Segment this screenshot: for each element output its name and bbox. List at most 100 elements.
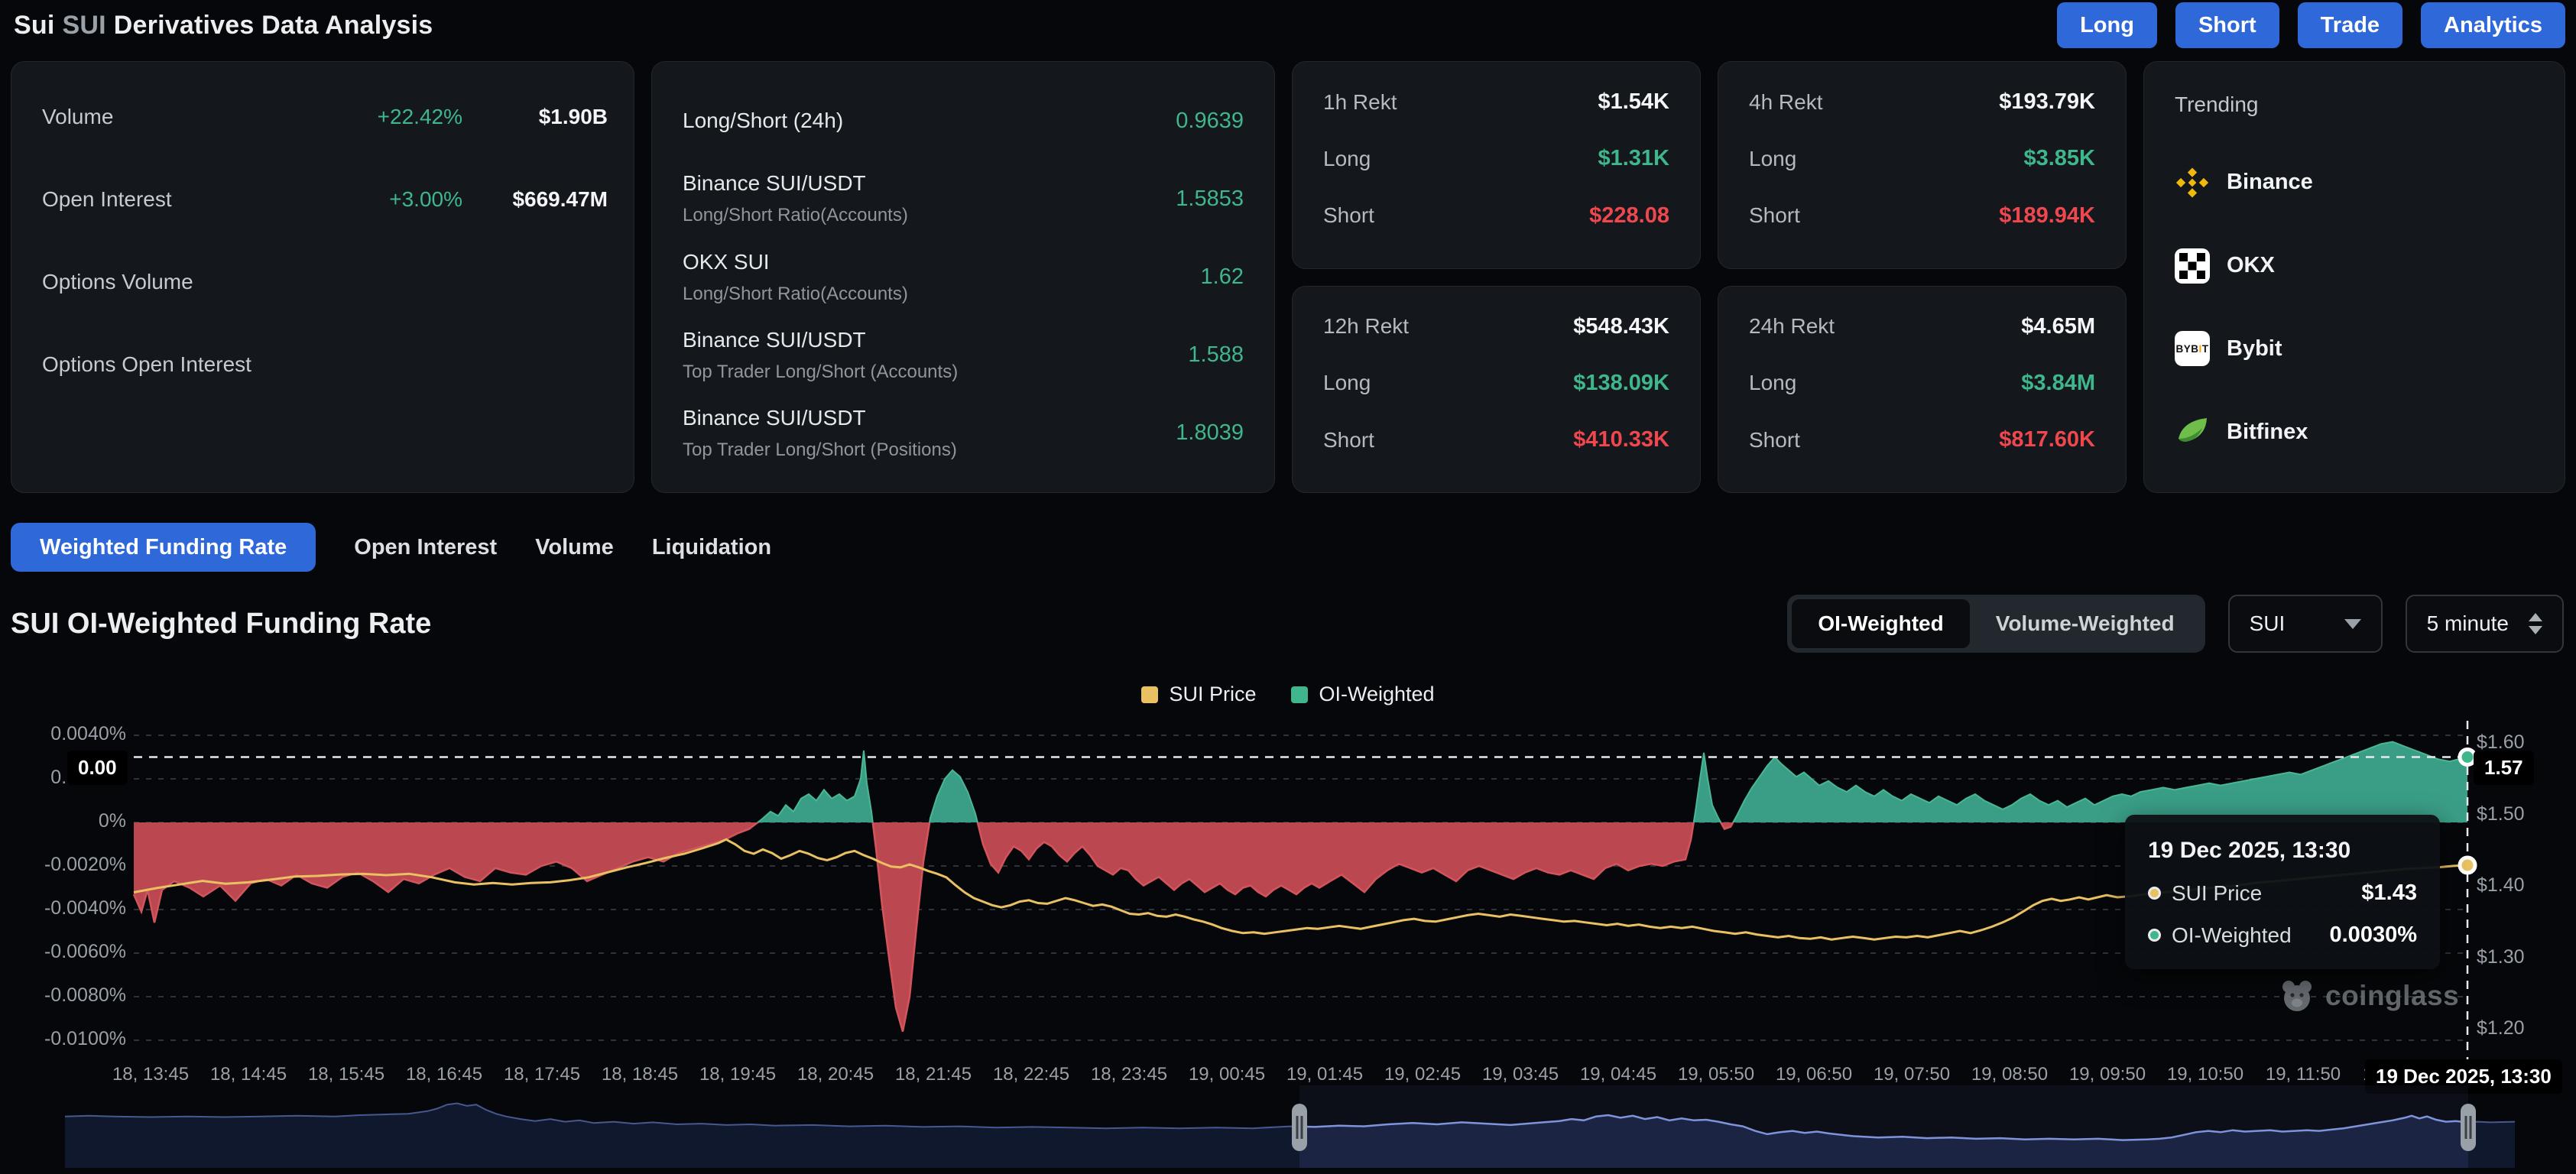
tab-liquidation[interactable]: Liquidation xyxy=(651,534,772,559)
ls-value: 1.62 xyxy=(1200,264,1244,289)
section-title: SUI OI-Weighted Funding Rate xyxy=(11,607,432,640)
rekt-long-label: Long xyxy=(1323,371,1371,395)
y-axis-tick-left: -0.0040% xyxy=(44,897,126,919)
x-axis-tick: 18, 20:45 xyxy=(796,1064,874,1085)
funding-area-negative xyxy=(134,822,2467,1032)
x-axis-tick: 19, 02:45 xyxy=(1384,1064,1462,1085)
rekt-period: 1h Rekt xyxy=(1323,89,1397,114)
rekt-column-2: 4h Rekt $193.79K Long $3.85K Short $189.94K… xyxy=(1718,61,2127,493)
legend-swatch-green xyxy=(1291,686,1309,703)
trending-item-bybit[interactable]: BYBIT Bybit xyxy=(2175,331,2534,367)
stat-label: Options Volume xyxy=(42,270,193,294)
trending-item-bitfinex[interactable]: Bitfinex xyxy=(2175,414,2534,449)
ls-row: OKX SUI Long/Short Ratio(Accounts) 1.62 xyxy=(683,238,1244,316)
crosshair-date-label: 19 Dec 2025, 13:30 xyxy=(2365,1059,2562,1094)
y-axis-tick-right: $1.20 xyxy=(2477,1017,2525,1039)
rekt-short-value: $228.08 xyxy=(1589,203,1669,228)
stat-label: Volume xyxy=(42,105,114,128)
analytics-button[interactable]: Analytics xyxy=(2421,2,2565,48)
x-axis-tick: 19, 00:45 xyxy=(1188,1064,1266,1085)
x-axis-tick: 19, 04:45 xyxy=(1579,1064,1657,1085)
watermark-text: coinglass xyxy=(2325,980,2460,1011)
x-axis-tick: 19, 09:50 xyxy=(2068,1064,2146,1085)
toggle-volume-weighted[interactable]: Volume-Weighted xyxy=(1995,611,2175,635)
chart-navigator[interactable] xyxy=(65,1085,2515,1171)
navigator-handle-right[interactable] xyxy=(2461,1104,2476,1151)
legend-item-oi-weighted[interactable]: OI-Weighted xyxy=(1291,683,1435,706)
bitfinex-icon xyxy=(2175,414,2210,449)
trending-name: Binance xyxy=(2227,170,2313,195)
legend-item-sui-price[interactable]: SUI Price xyxy=(1141,683,1256,706)
stat-label: Options Open Interest xyxy=(42,352,251,376)
market-stats-card: Volume +22.42% $1.90B Open Interest +3.0… xyxy=(11,61,634,493)
tooltip-row-price: SUI Price $1.43 xyxy=(2148,880,2417,906)
interval-select[interactable]: 5 minute xyxy=(2405,595,2564,653)
y-axis-tick-right: $1.50 xyxy=(2477,803,2525,825)
tab-weighted-funding-rate[interactable]: Weighted Funding Rate xyxy=(11,523,316,572)
trending-title: Trending xyxy=(2175,92,2259,116)
coinglass-watermark: coinglass xyxy=(2279,978,2459,1013)
x-axis-tick: 18, 15:45 xyxy=(307,1064,385,1085)
rekt-short-value: $817.60K xyxy=(1999,427,2095,452)
x-axis-tick: 18, 18:45 xyxy=(601,1064,679,1085)
toggle-oi-weighted[interactable]: OI-Weighted xyxy=(1792,599,1970,648)
ls-sublabel: Long/Short Ratio(Accounts) xyxy=(683,283,908,304)
trending-name: Bybit xyxy=(2227,336,2282,361)
rekt-short-label: Short xyxy=(1323,203,1374,227)
rekt-long-value: $1.31K xyxy=(1598,146,1669,171)
rekt-short-label: Short xyxy=(1323,427,1374,452)
ls-row: Binance SUI/USDT Top Trader Long/Short (… xyxy=(683,394,1244,472)
yellow-dot-icon xyxy=(2148,887,2161,900)
header-actions: Long Short Trade Analytics xyxy=(2057,2,2565,48)
short-button[interactable]: Short xyxy=(2175,2,2279,48)
ls-label: Binance SUI/USDT xyxy=(683,405,866,430)
trending-name: Bitfinex xyxy=(2227,419,2308,444)
rekt-long-value: $3.85K xyxy=(2023,146,2095,171)
y-axis-tick-left: -0.0100% xyxy=(44,1028,126,1049)
x-axis-tick: 18, 19:45 xyxy=(699,1064,777,1085)
x-axis-tick: 18, 17:45 xyxy=(503,1064,581,1085)
y-axis-tick-right: $1.30 xyxy=(2477,945,2525,968)
rekt-short-label: Short xyxy=(1749,427,1800,452)
chart-tabs: Weighted Funding Rate Open Interest Volu… xyxy=(11,523,771,572)
funding-line-positive xyxy=(756,741,2468,822)
rekt-total: $548.43K xyxy=(1573,313,1669,339)
rekt-short-value: $189.94K xyxy=(1999,203,2095,228)
x-axis-tick: 19, 08:50 xyxy=(1971,1064,2049,1085)
trending-item-okx[interactable]: OKX xyxy=(2175,248,2534,284)
navigator-handle-left[interactable] xyxy=(1292,1104,1307,1151)
rekt-long-label: Long xyxy=(1749,146,1797,170)
funding-rate-chart[interactable] xyxy=(0,715,2576,1085)
tab-open-interest[interactable]: Open Interest xyxy=(354,534,498,559)
interval-select-value: 5 minute xyxy=(2426,611,2509,635)
ls-label: Binance SUI/USDT xyxy=(683,171,866,196)
legend-label: SUI Price xyxy=(1169,683,1257,705)
x-axis-tick: 19, 03:45 xyxy=(1481,1064,1559,1085)
ls-sublabel: Top Trader Long/Short (Positions) xyxy=(683,439,957,460)
symbol-select[interactable]: SUI xyxy=(2227,595,2383,653)
trending-item-binance[interactable]: Binance xyxy=(2175,165,2534,200)
rekt-long-value: $138.09K xyxy=(1573,370,1669,395)
ls-label: OKX SUI xyxy=(683,249,770,274)
rekt-card-24h: 24h Rekt $4.65M Long $3.84M Short $817.60K xyxy=(1718,285,2127,493)
ls-value: 1.5853 xyxy=(1176,186,1244,211)
y-axis-tick-right: $1.60 xyxy=(2477,731,2525,753)
tab-volume[interactable]: Volume xyxy=(535,534,614,559)
trade-button[interactable]: Trade xyxy=(2297,2,2403,48)
stat-value: $1.90B xyxy=(538,105,608,128)
rekt-card-12h: 12h Rekt $548.43K Long $138.09K Short $410.… xyxy=(1292,285,1701,493)
y-axis-tick-left: -0.0060% xyxy=(44,941,126,962)
chart-tooltip: 19 Dec 2025, 13:30 SUI Price $1.43 OI-We… xyxy=(2125,815,2440,969)
spinner-arrows-icon xyxy=(2529,613,2542,634)
rekt-card-1h: 1h Rekt $1.54K Long $1.31K Short $228.08 xyxy=(1292,61,1701,269)
stat-label: Open Interest xyxy=(42,187,172,211)
ls-value: 0.9639 xyxy=(1176,108,1244,133)
navigator-area-selected xyxy=(1299,1115,2468,1168)
funding-line-negative xyxy=(132,822,1734,1032)
rekt-period: 24h Rekt xyxy=(1749,314,1835,338)
tooltip-label: SUI Price xyxy=(2172,880,2263,905)
long-button[interactable]: Long xyxy=(2057,2,2157,48)
coinglass-logo-icon xyxy=(2282,981,2312,1011)
overview-cards: Volume +22.42% $1.90B Open Interest +3.0… xyxy=(11,61,2565,493)
